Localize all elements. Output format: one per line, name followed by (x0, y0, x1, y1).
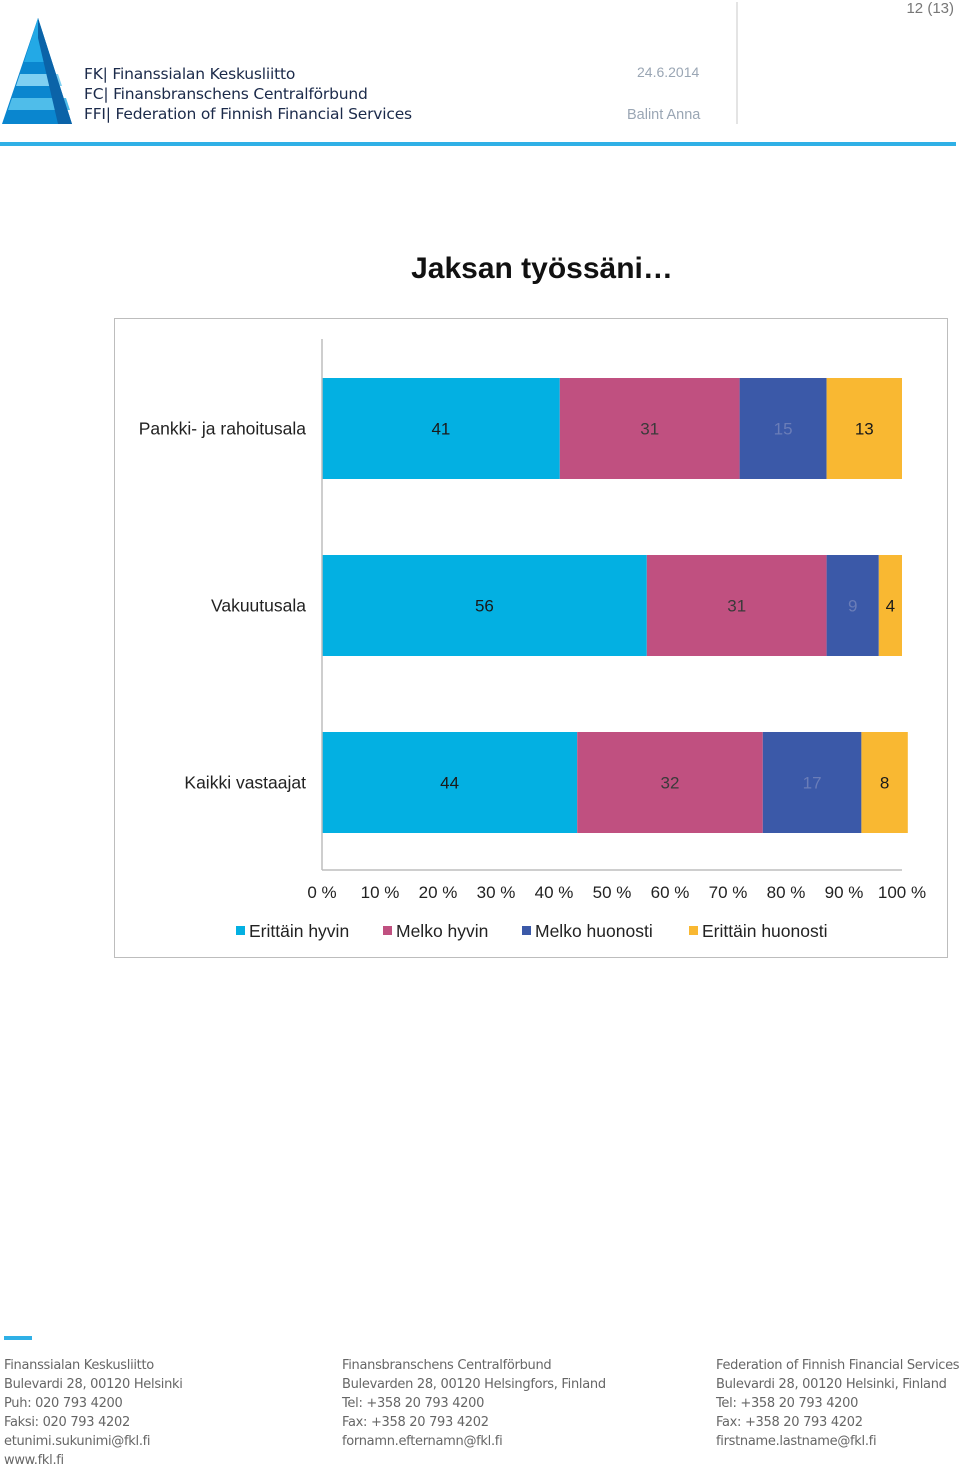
footer-line: Finanssialan Keskusliitto (4, 1358, 154, 1373)
data-label: 44 (440, 774, 459, 793)
document-date: 24.6.2014 (637, 64, 700, 80)
data-label: 15 (774, 420, 793, 439)
category-label: Pankki- ja rahoitusala (139, 419, 307, 439)
x-tick-label: 10 % (361, 883, 400, 902)
footer-email: firstname.lastname@fkl.fi (716, 1434, 877, 1449)
stacked-bar-chart: Pankki- ja rahoitusala 41 31 15 13 Vakuutusal… (139, 339, 926, 941)
x-tick-label: 20 % (419, 883, 458, 902)
footer-line: Fax: +358 20 793 4202 (342, 1415, 489, 1430)
legend-swatch (383, 926, 392, 935)
x-tick-label: 30 % (477, 883, 516, 902)
page-number: 12 (13) (906, 0, 954, 17)
footer-line: Faksi: 020 793 4202 (4, 1415, 130, 1430)
fkl-logo-icon (2, 18, 72, 124)
x-tick-label: 50 % (593, 883, 632, 902)
x-tick-label: 40 % (535, 883, 574, 902)
org-line: FC| Finansbranschens Centralförbund (84, 85, 368, 103)
bar-segment (861, 732, 908, 833)
data-label: 17 (803, 774, 822, 793)
bar-segment (826, 555, 879, 656)
bar-segment (577, 732, 763, 833)
legend-swatch (689, 926, 698, 935)
x-tick-label: 0 % (307, 883, 336, 902)
footer-line: Tel: +358 20 793 4200 (716, 1396, 859, 1411)
category-label: Vakuutusala (211, 596, 306, 616)
footer-line: Bulevardi 28, 00120 Helsinki, Finland (716, 1377, 947, 1392)
x-tick-label: 70 % (709, 883, 748, 902)
footer-email: etunimi.sukunimi@fkl.fi (4, 1434, 151, 1449)
footer-column-en: Federation of Finnish Financial Services… (716, 1356, 960, 1451)
x-tick-label: 100 % (878, 883, 926, 902)
chart-frame: Pankki- ja rahoitusala 41 31 15 13 Vakuutusal… (114, 318, 948, 958)
legend-swatch (522, 926, 531, 935)
org-line: FFI| Federation of Finnish Financial Ser… (84, 105, 412, 123)
data-label: 56 (475, 597, 494, 616)
bar-segment (646, 555, 827, 656)
footer-line: Bulevarden 28, 00120 Helsingfors, Finlan… (342, 1377, 606, 1392)
bar-segment (878, 555, 902, 656)
data-label: 9 (848, 597, 857, 616)
page-title: Jaksan työssäni… (411, 252, 673, 285)
bar-segment (322, 555, 647, 656)
bar-segment (762, 732, 862, 833)
x-tick-label: 90 % (825, 883, 864, 902)
header-divider (736, 2, 738, 124)
footer-column-sv: Finansbranschens Centralförbund Bulevard… (342, 1356, 606, 1451)
footer-accent-mark (4, 1336, 32, 1340)
footer-email: fornamn.efternamn@fkl.fi (342, 1434, 503, 1449)
footer-line: Puh: 020 793 4200 (4, 1396, 123, 1411)
data-label: 41 (431, 420, 450, 439)
legend-swatch (236, 926, 245, 935)
bar-segment (322, 732, 578, 833)
data-label: 8 (880, 774, 889, 793)
footer-line: Bulevardi 28, 00120 Helsinki (4, 1377, 183, 1392)
footer-line: Finansbranschens Centralförbund (342, 1358, 552, 1373)
category-label: Kaikki vastaajat (184, 773, 306, 793)
data-label: 32 (661, 774, 680, 793)
footer-website: www.fkl.fi (4, 1453, 64, 1468)
legend-label: Erittäin hyvin (249, 921, 349, 941)
legend-label: Erittäin huonosti (702, 921, 828, 941)
footer-line: Tel: +358 20 793 4200 (342, 1396, 485, 1411)
legend-label: Melko huonosti (535, 921, 653, 941)
bar-segment (559, 378, 740, 479)
x-tick-label: 60 % (651, 883, 690, 902)
bar-segment (826, 378, 902, 479)
document-author: Balint Anna (627, 107, 701, 123)
data-label: 31 (640, 420, 659, 439)
org-line: FK| Finanssialan Keskusliitto (84, 65, 296, 83)
legend-label: Melko hyvin (396, 921, 488, 941)
bar-segment (322, 378, 560, 479)
x-tick-label: 80 % (767, 883, 806, 902)
header-rule (0, 142, 956, 146)
data-label: 31 (727, 597, 746, 616)
footer-line: Fax: +358 20 793 4202 (716, 1415, 863, 1430)
data-label: 4 (886, 597, 895, 616)
data-label: 13 (855, 420, 874, 439)
footer-line: Federation of Finnish Financial Services (716, 1358, 960, 1373)
footer-column-fi: Finanssialan Keskusliitto Bulevardi 28, … (4, 1356, 183, 1470)
bar-segment (739, 378, 827, 479)
organization-names: FK| Finanssialan Keskusliitto FC| Finans… (84, 64, 412, 124)
